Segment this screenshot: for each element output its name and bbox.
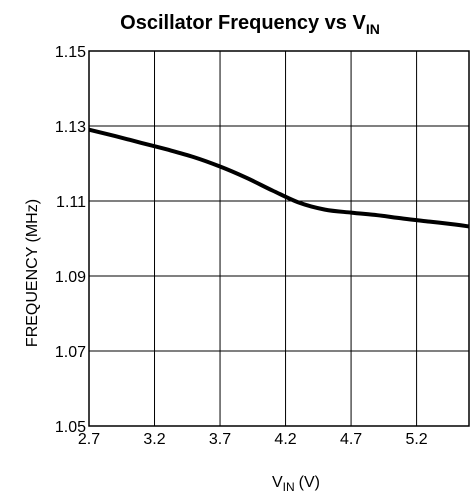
x-tick-label: 5.2: [405, 431, 427, 448]
y-tick-label: 1.07: [55, 344, 86, 361]
chart-title: Oscillator Frequency vs VIN: [120, 12, 380, 37]
tick-labels: 2.7 3.2 3.7 4.2 4.7 5.2 1.05 1.07 1.09 1.11 1.13 1.…: [55, 44, 428, 448]
plot-frame: [88, 50, 470, 427]
grid-lines: [89, 51, 469, 426]
x-tick-label: 2.7: [78, 431, 100, 448]
y-axis-label: FREQUENCY (MHz): [24, 199, 41, 347]
data-series: [88, 127, 470, 229]
x-axis-label-text: V: [272, 474, 283, 491]
y-tick-label: 1.13: [55, 119, 86, 136]
x-tick-label: 4.2: [274, 431, 296, 448]
chart-title-subscript: IN: [366, 21, 380, 37]
y-tick-label: 1.09: [55, 269, 86, 286]
y-tick-label: 1.05: [55, 419, 86, 436]
chart-title-text: Oscillator Frequency vs V: [120, 12, 366, 34]
y-tick-label: 1.11: [56, 194, 86, 211]
x-axis-label: VIN (V): [272, 474, 320, 494]
x-tick-label: 3.7: [209, 431, 231, 448]
x-tick-label: 4.7: [340, 431, 362, 448]
y-tick-label: 1.15: [55, 44, 86, 61]
x-axis-label-subscript: IN: [283, 480, 295, 494]
x-tick-label: 3.2: [143, 431, 165, 448]
x-axis-label-unit: (V): [299, 474, 320, 491]
series-line: [88, 127, 470, 229]
